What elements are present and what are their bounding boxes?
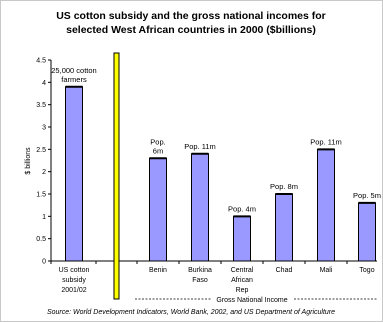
bar-annotation: Pop. 5m [353,191,381,200]
gni-label: Gross National Income [216,297,287,304]
bar [233,215,251,262]
x-category-label: Benin [149,267,167,274]
y-tick-label: 2.5 [36,147,46,154]
bar [275,193,293,262]
y-tick-label: 1 [42,214,46,221]
y-tick-label: 3 [42,125,46,132]
x-category-label: Burkina [188,267,212,274]
bar [149,157,167,262]
bar-annotation: Pop. 4m [228,204,256,213]
x-category-label: US cotton [59,267,90,274]
chart-marks: 0 0.5 1 1.5 2 2.5 3 3.5 4 4.5 US cotton subsidy 2001… [36,52,381,304]
x-category-label: subsidy [62,277,86,284]
bar-annotation: Pop. [150,137,165,146]
x-category-label: Faso [192,277,208,284]
chart-title-line-2: selected West African countries in 2000 … [66,24,316,36]
chart-title-line-1: US cotton subsidy and the gross national… [56,10,326,22]
y-tick-label: 4 [42,80,46,87]
separator-bar [113,52,120,300]
x-category-label: Chad [276,267,293,274]
x-category-label: Mali [320,267,333,274]
bar-annotation: farmers [61,75,87,84]
bar-annotation: 25,000 cotton [51,66,96,75]
bar-annotation: Pop. 11m [310,137,342,146]
bar [358,202,376,262]
x-category-label: Togo [359,267,374,274]
bar [317,148,335,262]
x-category-label: African [231,277,253,284]
bar-annotation: Pop. 8m [270,182,298,191]
y-tick-label: 3.5 [36,102,46,109]
y-tick-label: 0 [42,259,46,266]
x-category-label: Central [231,267,254,274]
x-category-label: Rep [236,287,249,294]
bar-annotation: Pop. 11m [184,142,216,151]
y-tick-label: 2 [42,169,46,176]
y-tick-label: 0.5 [36,236,46,243]
y-axis-title: $ billions [25,147,32,175]
x-category-label: 2001/02 [61,287,86,294]
y-tick-label: 4.5 [36,58,46,65]
bar-annotation: 6m [153,146,163,155]
y-tick-label: 1.5 [36,192,46,199]
bar [65,86,83,262]
source-note: Source: World Development Indicators, Wo… [47,309,335,316]
bar [191,153,209,262]
